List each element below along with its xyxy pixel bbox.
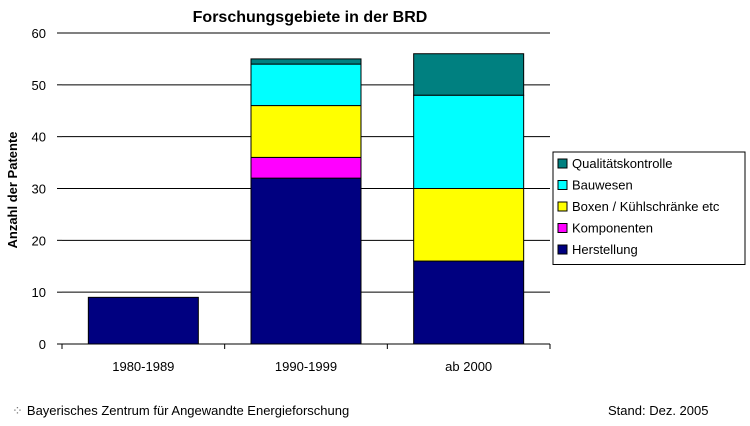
bar-segment bbox=[413, 94, 525, 189]
y-tick-label: 40 bbox=[32, 130, 46, 145]
bar-segment bbox=[250, 63, 362, 107]
y-tick-label: 0 bbox=[39, 337, 46, 352]
legend-swatch bbox=[557, 180, 568, 190]
legend-label: Qualitätskontrolle bbox=[572, 156, 672, 171]
legend-label: Boxen / Kühlschränke etc bbox=[572, 199, 720, 214]
x-tick-label: 1980-1989 bbox=[112, 359, 174, 374]
y-tick-label: 10 bbox=[32, 285, 46, 300]
date-text: Stand: Dez. 2005 bbox=[608, 403, 709, 418]
y-tick-label: 30 bbox=[32, 182, 46, 197]
axes bbox=[57, 32, 551, 349]
legend-label: Bauwesen bbox=[572, 178, 633, 193]
legend: Qualitätskontrolle Bauwesen Boxen / Kühlsc… bbox=[552, 151, 746, 265]
bar-segment bbox=[87, 296, 199, 345]
x-tick-label: ab 2000 bbox=[445, 359, 492, 374]
bar-segment bbox=[413, 260, 525, 345]
bar-segment bbox=[250, 156, 362, 179]
bar-segment bbox=[413, 53, 525, 96]
legend-swatch bbox=[557, 201, 568, 212]
bar-segment bbox=[250, 177, 362, 345]
stacked-bar-chart: Forschungsgebiete in der BRD Anzahl der … bbox=[5, 9, 746, 374]
legend-swatch bbox=[557, 244, 568, 255]
legend-swatch bbox=[557, 158, 568, 169]
legend-box bbox=[552, 151, 746, 265]
y-tick-labels: 0 10 20 30 40 50 60 bbox=[32, 26, 46, 352]
x-tick-label: 1990-1999 bbox=[275, 359, 337, 374]
source-footer: ⁘ Bayerisches Zentrum für Angewandte Ener… bbox=[12, 403, 349, 419]
source-text: Bayerisches Zentrum für Angewandte Energ… bbox=[26, 403, 350, 418]
x-tick-labels: 1980-1989 1990-1999 ab 2000 bbox=[112, 359, 492, 374]
chart-title: Forschungsgebiete in der BRD bbox=[193, 9, 428, 26]
bars bbox=[87, 53, 525, 345]
date-footer: Stand: Dez. 2005 bbox=[608, 403, 708, 418]
y-axis-label: Anzahl der Patente bbox=[5, 131, 20, 248]
legend-label: Herstellung bbox=[572, 242, 638, 257]
legend-label: Komponenten bbox=[572, 221, 653, 236]
legend-swatch bbox=[557, 223, 568, 233]
y-tick-label: 20 bbox=[32, 233, 46, 248]
bar-segment bbox=[250, 58, 362, 65]
y-tick-label: 60 bbox=[32, 26, 46, 41]
bar-segment bbox=[413, 188, 525, 262]
sun-icon: ⁘ bbox=[12, 403, 23, 418]
bar-segment bbox=[250, 105, 362, 158]
y-tick-label: 50 bbox=[32, 78, 46, 93]
